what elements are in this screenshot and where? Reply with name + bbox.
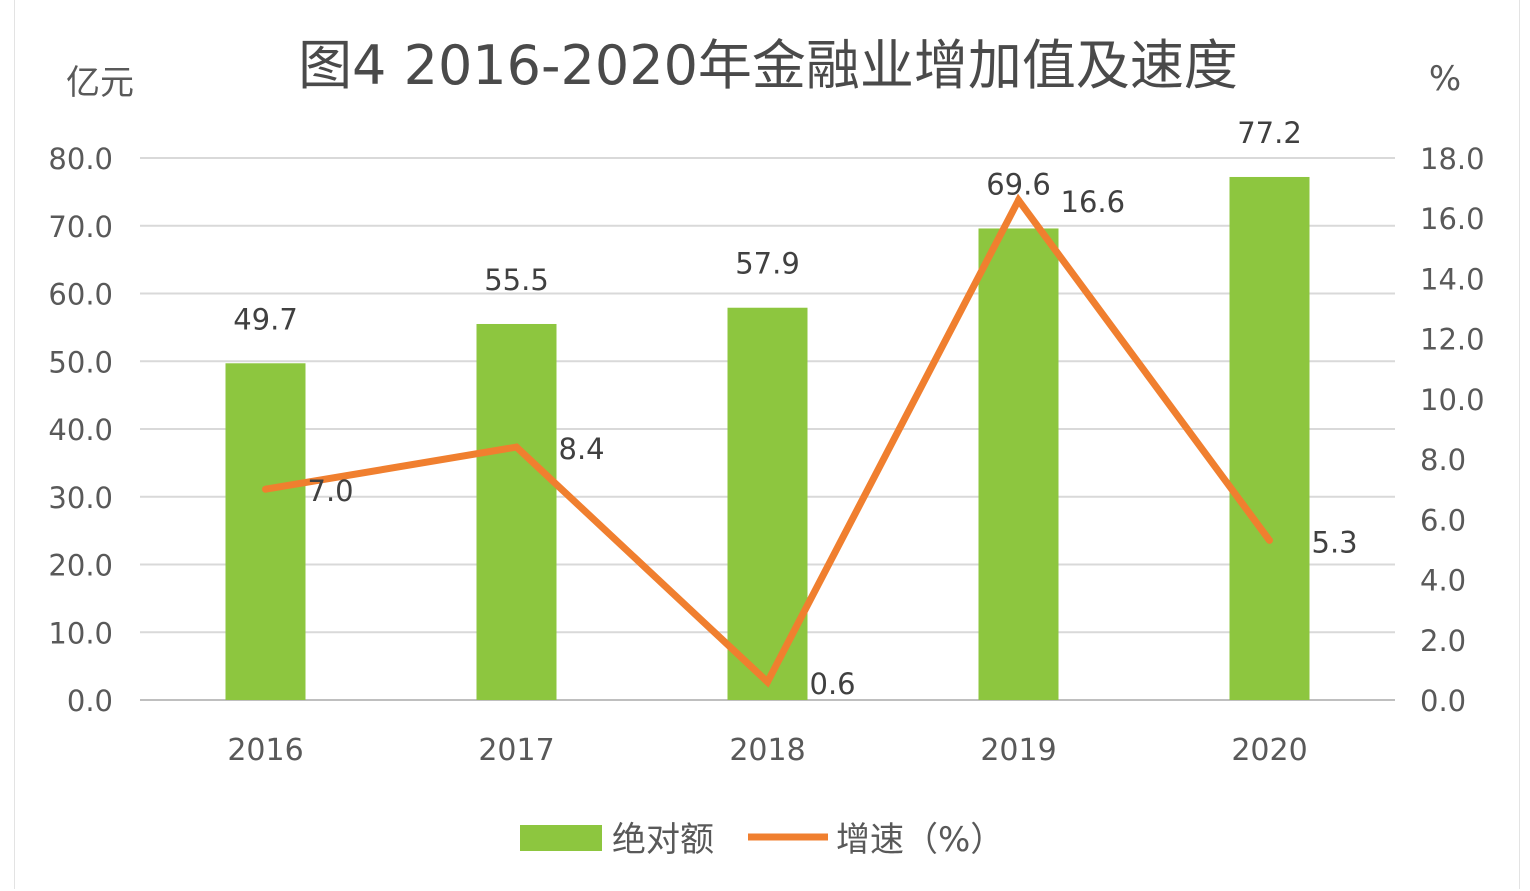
line-value-label: 16.6 bbox=[1061, 185, 1126, 219]
bar-value-label: 49.7 bbox=[233, 302, 298, 336]
legend: 绝对额 增速（%） bbox=[520, 820, 1004, 860]
left-tick-label: 40.0 bbox=[48, 413, 113, 447]
line-point bbox=[262, 485, 269, 493]
right-tick-label: 8.0 bbox=[1420, 443, 1466, 477]
bar-value-label: 77.2 bbox=[1237, 116, 1302, 150]
left-tick-label: 60.0 bbox=[48, 278, 113, 312]
x-tick-label: 2016 bbox=[227, 733, 303, 768]
bar bbox=[978, 228, 1059, 700]
bar bbox=[727, 307, 808, 700]
bar-value-label: 55.5 bbox=[484, 263, 549, 297]
right-tick-label: 4.0 bbox=[1420, 564, 1466, 598]
line-series bbox=[262, 193, 1273, 688]
legend-line-label: 增速（%） bbox=[836, 820, 1004, 860]
x-tick-label: 2019 bbox=[980, 733, 1056, 768]
left-tick-label: 10.0 bbox=[48, 616, 113, 650]
line-point bbox=[1015, 196, 1022, 204]
left-tick-label: 30.0 bbox=[48, 481, 113, 515]
right-tick-label: 2.0 bbox=[1420, 624, 1466, 658]
right-tick-label: 14.0 bbox=[1420, 262, 1485, 296]
line-value-label: 7.0 bbox=[308, 474, 354, 508]
line-point bbox=[513, 443, 520, 451]
left-tick-label: 50.0 bbox=[48, 345, 113, 379]
right-tick-label: 10.0 bbox=[1420, 383, 1485, 417]
right-axis-ticks: 18.0 16.0 14.0 12.0 10.0 8.0 6.0 4.0 2.0 0.0 bbox=[1420, 142, 1485, 718]
x-tick-label: 2018 bbox=[729, 733, 805, 768]
left-axis-unit: 亿元 bbox=[66, 63, 134, 103]
bar bbox=[225, 363, 306, 700]
legend-bar-swatch bbox=[520, 825, 602, 851]
line-data-labels: 7.0 8.4 0.6 16.6 5.3 bbox=[308, 185, 1358, 701]
right-tick-label: 16.0 bbox=[1420, 202, 1485, 236]
bar bbox=[476, 323, 557, 700]
line-point bbox=[1266, 536, 1273, 544]
chart-title: 图4 2016-2020年金融业增加值及速度 bbox=[298, 34, 1238, 97]
left-tick-label: 20.0 bbox=[48, 549, 113, 583]
bar-series bbox=[225, 176, 1310, 701]
left-axis-ticks: 80.0 70.0 60.0 50.0 40.0 30.0 20.0 10.0 0.0 bbox=[48, 142, 113, 718]
legend-bar-label: 绝对额 bbox=[612, 820, 714, 860]
bar bbox=[1229, 176, 1310, 701]
line-point bbox=[764, 678, 771, 686]
right-tick-label: 12.0 bbox=[1420, 323, 1485, 357]
left-tick-label: 70.0 bbox=[48, 210, 113, 244]
bar-data-labels: 49.755.5 57.969.677.2 bbox=[233, 116, 1302, 336]
line-value-label: 5.3 bbox=[1312, 525, 1358, 559]
right-tick-label: 18.0 bbox=[1420, 142, 1485, 176]
left-tick-label: 0.0 bbox=[67, 684, 113, 718]
x-tick-label: 2020 bbox=[1231, 733, 1307, 768]
bar-value-label: 57.9 bbox=[735, 247, 800, 281]
right-tick-label: 6.0 bbox=[1420, 503, 1466, 537]
line-value-label: 8.4 bbox=[559, 432, 605, 466]
line-value-label: 0.6 bbox=[810, 667, 856, 701]
x-axis-ticks: 2016 2017 2018 2019 2020 bbox=[227, 733, 1307, 768]
left-tick-label: 80.0 bbox=[48, 142, 113, 176]
right-axis-unit: % bbox=[1429, 59, 1461, 99]
x-tick-label: 2017 bbox=[478, 733, 554, 768]
right-tick-label: 0.0 bbox=[1420, 684, 1466, 718]
